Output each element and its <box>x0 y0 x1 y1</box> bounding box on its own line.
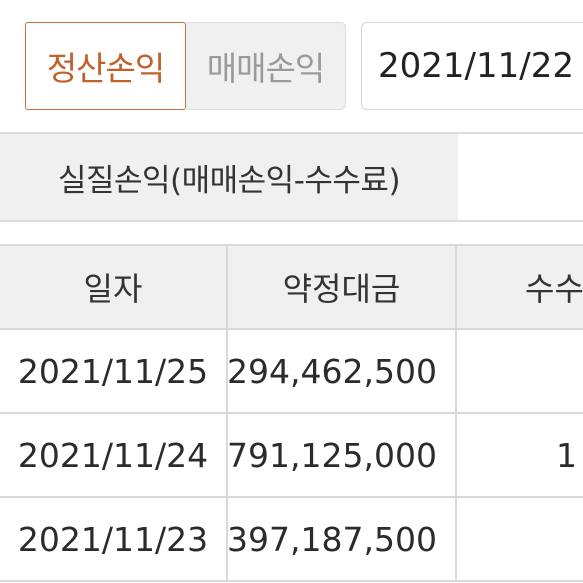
subtitle-label: 실질손익(매매손익-수수료) <box>0 134 458 220</box>
row-fee: 1 <box>556 435 577 475</box>
row-date: 2021/11/25 <box>0 330 228 412</box>
divider <box>0 132 583 134</box>
row-amount: 294,462,500 <box>227 330 457 412</box>
row-date: 2021/11/23 <box>0 498 228 580</box>
row-fee <box>457 498 583 580</box>
divider <box>0 220 583 222</box>
row-amount: 791,125,000 <box>227 414 457 496</box>
date-range-field[interactable]: 2021/11/22 <box>361 22 583 110</box>
subtitle-row: 실질손익(매매손익-수수료) <box>0 134 583 220</box>
table-header-row: 일자 약정대금 수수 <box>0 244 583 328</box>
top-toolbar: 정산손익 매매손익 2021/11/22 <box>0 0 583 133</box>
table-row[interactable]: 2021/11/25 294,462,500 <box>0 328 583 412</box>
spacer <box>0 222 583 244</box>
row-fee <box>457 330 583 412</box>
tab-settlement-pnl[interactable]: 정산손익 <box>25 22 186 110</box>
row-date: 2021/11/24 <box>0 414 228 496</box>
table-row[interactable]: 2021/11/23 397,187,500 <box>0 496 583 582</box>
header-fee: 수수 <box>525 270 583 308</box>
row-amount: 397,187,500 <box>227 498 457 580</box>
tab-trading-pnl[interactable]: 매매손익 <box>186 22 346 110</box>
header-amount: 약정대금 <box>228 246 457 328</box>
header-date: 일자 <box>0 246 228 328</box>
table-row[interactable]: 2021/11/24 791,125,000 1 <box>0 412 583 496</box>
